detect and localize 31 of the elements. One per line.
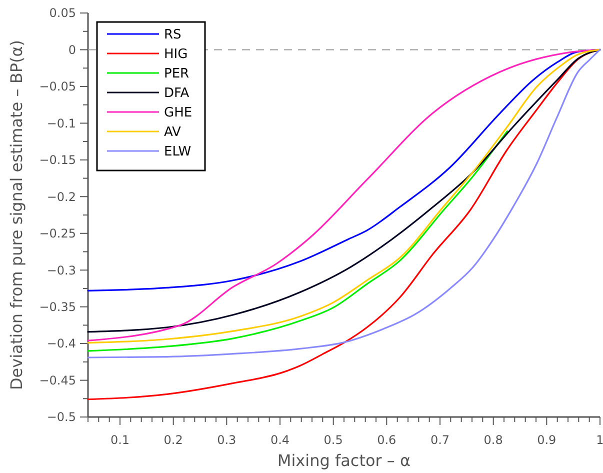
legend-label: GHE xyxy=(164,106,192,121)
y-tick-label: −0.1 xyxy=(46,116,76,130)
legend-label: HIG xyxy=(164,47,188,62)
x-tick-label: 0.5 xyxy=(324,433,343,447)
y-tick-label: −0.2 xyxy=(46,190,76,204)
y-tick-label: 0 xyxy=(68,42,76,57)
x-tick-label: 0.1 xyxy=(110,433,130,447)
y-tick-label: −0.4 xyxy=(46,336,76,351)
y-axis-title: Deviation from pure signal estimate – BP(α) xyxy=(7,40,26,390)
x-axis-title: Mixing factor – α xyxy=(277,451,411,470)
legend-label: DFA xyxy=(164,86,190,102)
x-tick-label: 0.6 xyxy=(377,433,396,447)
legend-label: AV xyxy=(164,125,182,140)
y-tick-label: 0.05 xyxy=(49,6,76,20)
x-tick-label: 0.4 xyxy=(270,433,290,447)
y-tick-label: −0.3 xyxy=(46,263,76,278)
y-tick-label: −0.45 xyxy=(39,373,76,388)
legend-label: PER xyxy=(164,66,190,82)
x-tick-label: 0.2 xyxy=(164,433,183,447)
y-tick-label: −0.25 xyxy=(39,226,76,241)
y-tick-label: −0.05 xyxy=(39,80,76,94)
x-tick-label: 0.9 xyxy=(537,433,556,447)
y-tick-label: −0.35 xyxy=(39,300,76,314)
x-tick-label: 0.8 xyxy=(484,433,503,447)
legend-label: RS xyxy=(164,28,182,43)
x-tick-label: 0.7 xyxy=(430,433,450,447)
legend-label: ELW xyxy=(164,144,192,160)
x-tick-label: 1 xyxy=(596,433,603,447)
x-tick-label: 0.3 xyxy=(217,433,236,447)
y-tick-label: −0.5 xyxy=(46,410,76,424)
y-tick-label: −0.15 xyxy=(39,153,76,168)
